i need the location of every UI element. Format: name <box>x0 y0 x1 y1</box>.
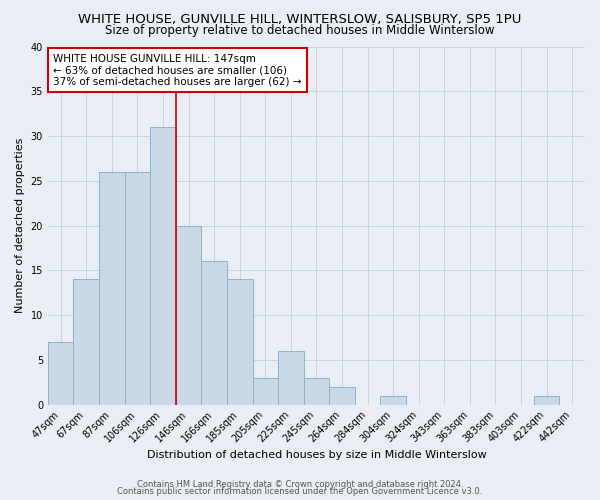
X-axis label: Distribution of detached houses by size in Middle Winterslow: Distribution of detached houses by size … <box>146 450 487 460</box>
Y-axis label: Number of detached properties: Number of detached properties <box>15 138 25 313</box>
Bar <box>380 396 406 404</box>
Text: Contains HM Land Registry data © Crown copyright and database right 2024.: Contains HM Land Registry data © Crown c… <box>137 480 463 489</box>
Bar <box>253 378 278 404</box>
Bar <box>150 127 176 404</box>
Bar <box>125 172 150 404</box>
Text: Size of property relative to detached houses in Middle Winterslow: Size of property relative to detached ho… <box>105 24 495 37</box>
Text: WHITE HOUSE GUNVILLE HILL: 147sqm
← 63% of detached houses are smaller (106)
37%: WHITE HOUSE GUNVILLE HILL: 147sqm ← 63% … <box>53 54 302 87</box>
Bar <box>48 342 73 404</box>
Bar <box>534 396 559 404</box>
Text: WHITE HOUSE, GUNVILLE HILL, WINTERSLOW, SALISBURY, SP5 1PU: WHITE HOUSE, GUNVILLE HILL, WINTERSLOW, … <box>79 12 521 26</box>
Bar <box>278 351 304 405</box>
Bar <box>202 262 227 404</box>
Bar <box>227 280 253 404</box>
Text: Contains public sector information licensed under the Open Government Licence v3: Contains public sector information licen… <box>118 487 482 496</box>
Bar <box>73 280 99 404</box>
Bar <box>99 172 125 404</box>
Bar <box>329 386 355 404</box>
Bar <box>176 226 202 404</box>
Bar <box>304 378 329 404</box>
